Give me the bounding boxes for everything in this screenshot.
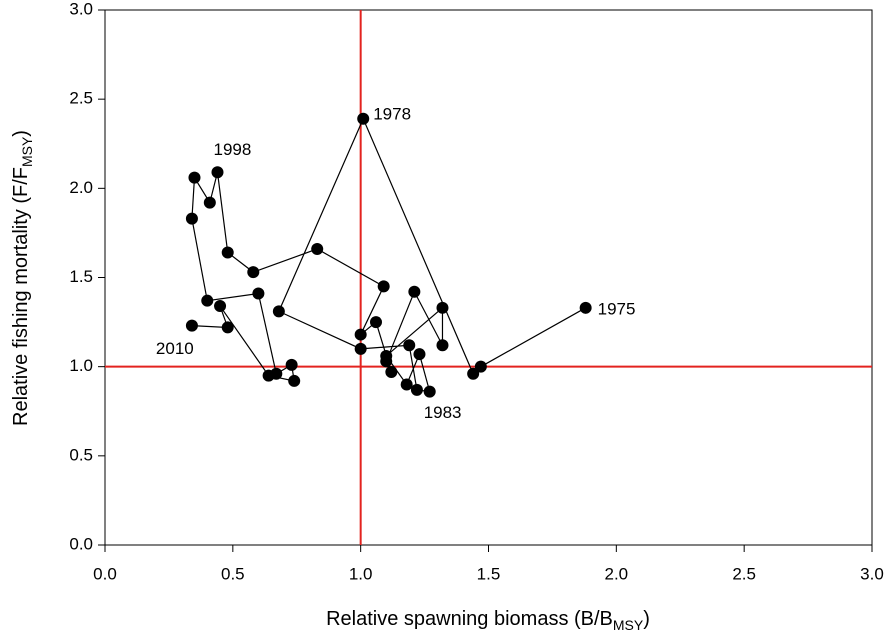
point	[272, 305, 285, 318]
x-axis-title-end: )	[643, 608, 650, 630]
point	[400, 378, 413, 391]
y-axis-title-end: )	[10, 130, 32, 137]
y-tick-label: 2.5	[69, 89, 93, 108]
y-tick-label: 1.5	[69, 267, 93, 286]
point	[436, 301, 449, 314]
point	[423, 385, 436, 398]
point	[252, 287, 265, 300]
x-tick-label: 1.5	[477, 564, 501, 583]
point	[203, 196, 216, 209]
point	[357, 112, 370, 125]
x-tick-label: 2.0	[605, 564, 629, 583]
point-label: 1998	[213, 140, 251, 159]
point	[288, 374, 301, 387]
x-tick-label: 2.5	[732, 564, 756, 583]
x-tick-label: 0.5	[221, 564, 245, 583]
point-label: 2010	[156, 339, 194, 358]
x-axis-title: Relative spawning biomass (B/BMSY)	[326, 608, 650, 632]
x-axis-title-sub: MSY	[613, 617, 644, 633]
x-tick-label: 3.0	[860, 564, 884, 583]
point	[285, 358, 298, 371]
point-label: 1978	[373, 104, 411, 123]
point	[467, 367, 480, 380]
point	[413, 348, 426, 361]
point	[311, 242, 324, 255]
y-tick-label: 2.0	[69, 178, 93, 197]
point	[188, 171, 201, 184]
x-tick-label: 0.0	[93, 564, 117, 583]
point	[436, 339, 449, 352]
y-tick-label: 3.0	[69, 0, 93, 18]
point	[262, 369, 275, 382]
point	[579, 301, 592, 314]
point	[185, 319, 198, 332]
point	[370, 316, 383, 329]
y-axis-title-sub: MSY	[19, 136, 35, 167]
point	[354, 328, 367, 341]
point	[474, 360, 487, 373]
x-axis-title-main: Relative spawning biomass (B/B	[326, 608, 613, 630]
point	[185, 212, 198, 225]
point	[221, 246, 234, 259]
y-tick-label: 0.5	[69, 445, 93, 464]
x-tick-label: 1.0	[349, 564, 373, 583]
point	[410, 383, 423, 396]
point-label: 1983	[424, 403, 462, 422]
point	[214, 300, 227, 313]
point	[380, 355, 393, 368]
point	[221, 321, 234, 334]
point	[403, 339, 416, 352]
point	[354, 342, 367, 355]
y-tick-label: 1.0	[69, 356, 93, 375]
point	[408, 285, 421, 298]
point	[377, 280, 390, 293]
point	[201, 294, 214, 307]
y-axis-title-main: Relative fishing mortality (F/F	[10, 167, 32, 426]
y-tick-label: 0.0	[69, 534, 93, 553]
plot-frame	[104, 9, 873, 546]
point	[211, 166, 224, 179]
point	[247, 266, 260, 279]
y-axis-title: Relative fishing mortality (F/FMSY)	[10, 130, 34, 426]
point-label: 1975	[598, 299, 636, 318]
point	[385, 366, 398, 379]
